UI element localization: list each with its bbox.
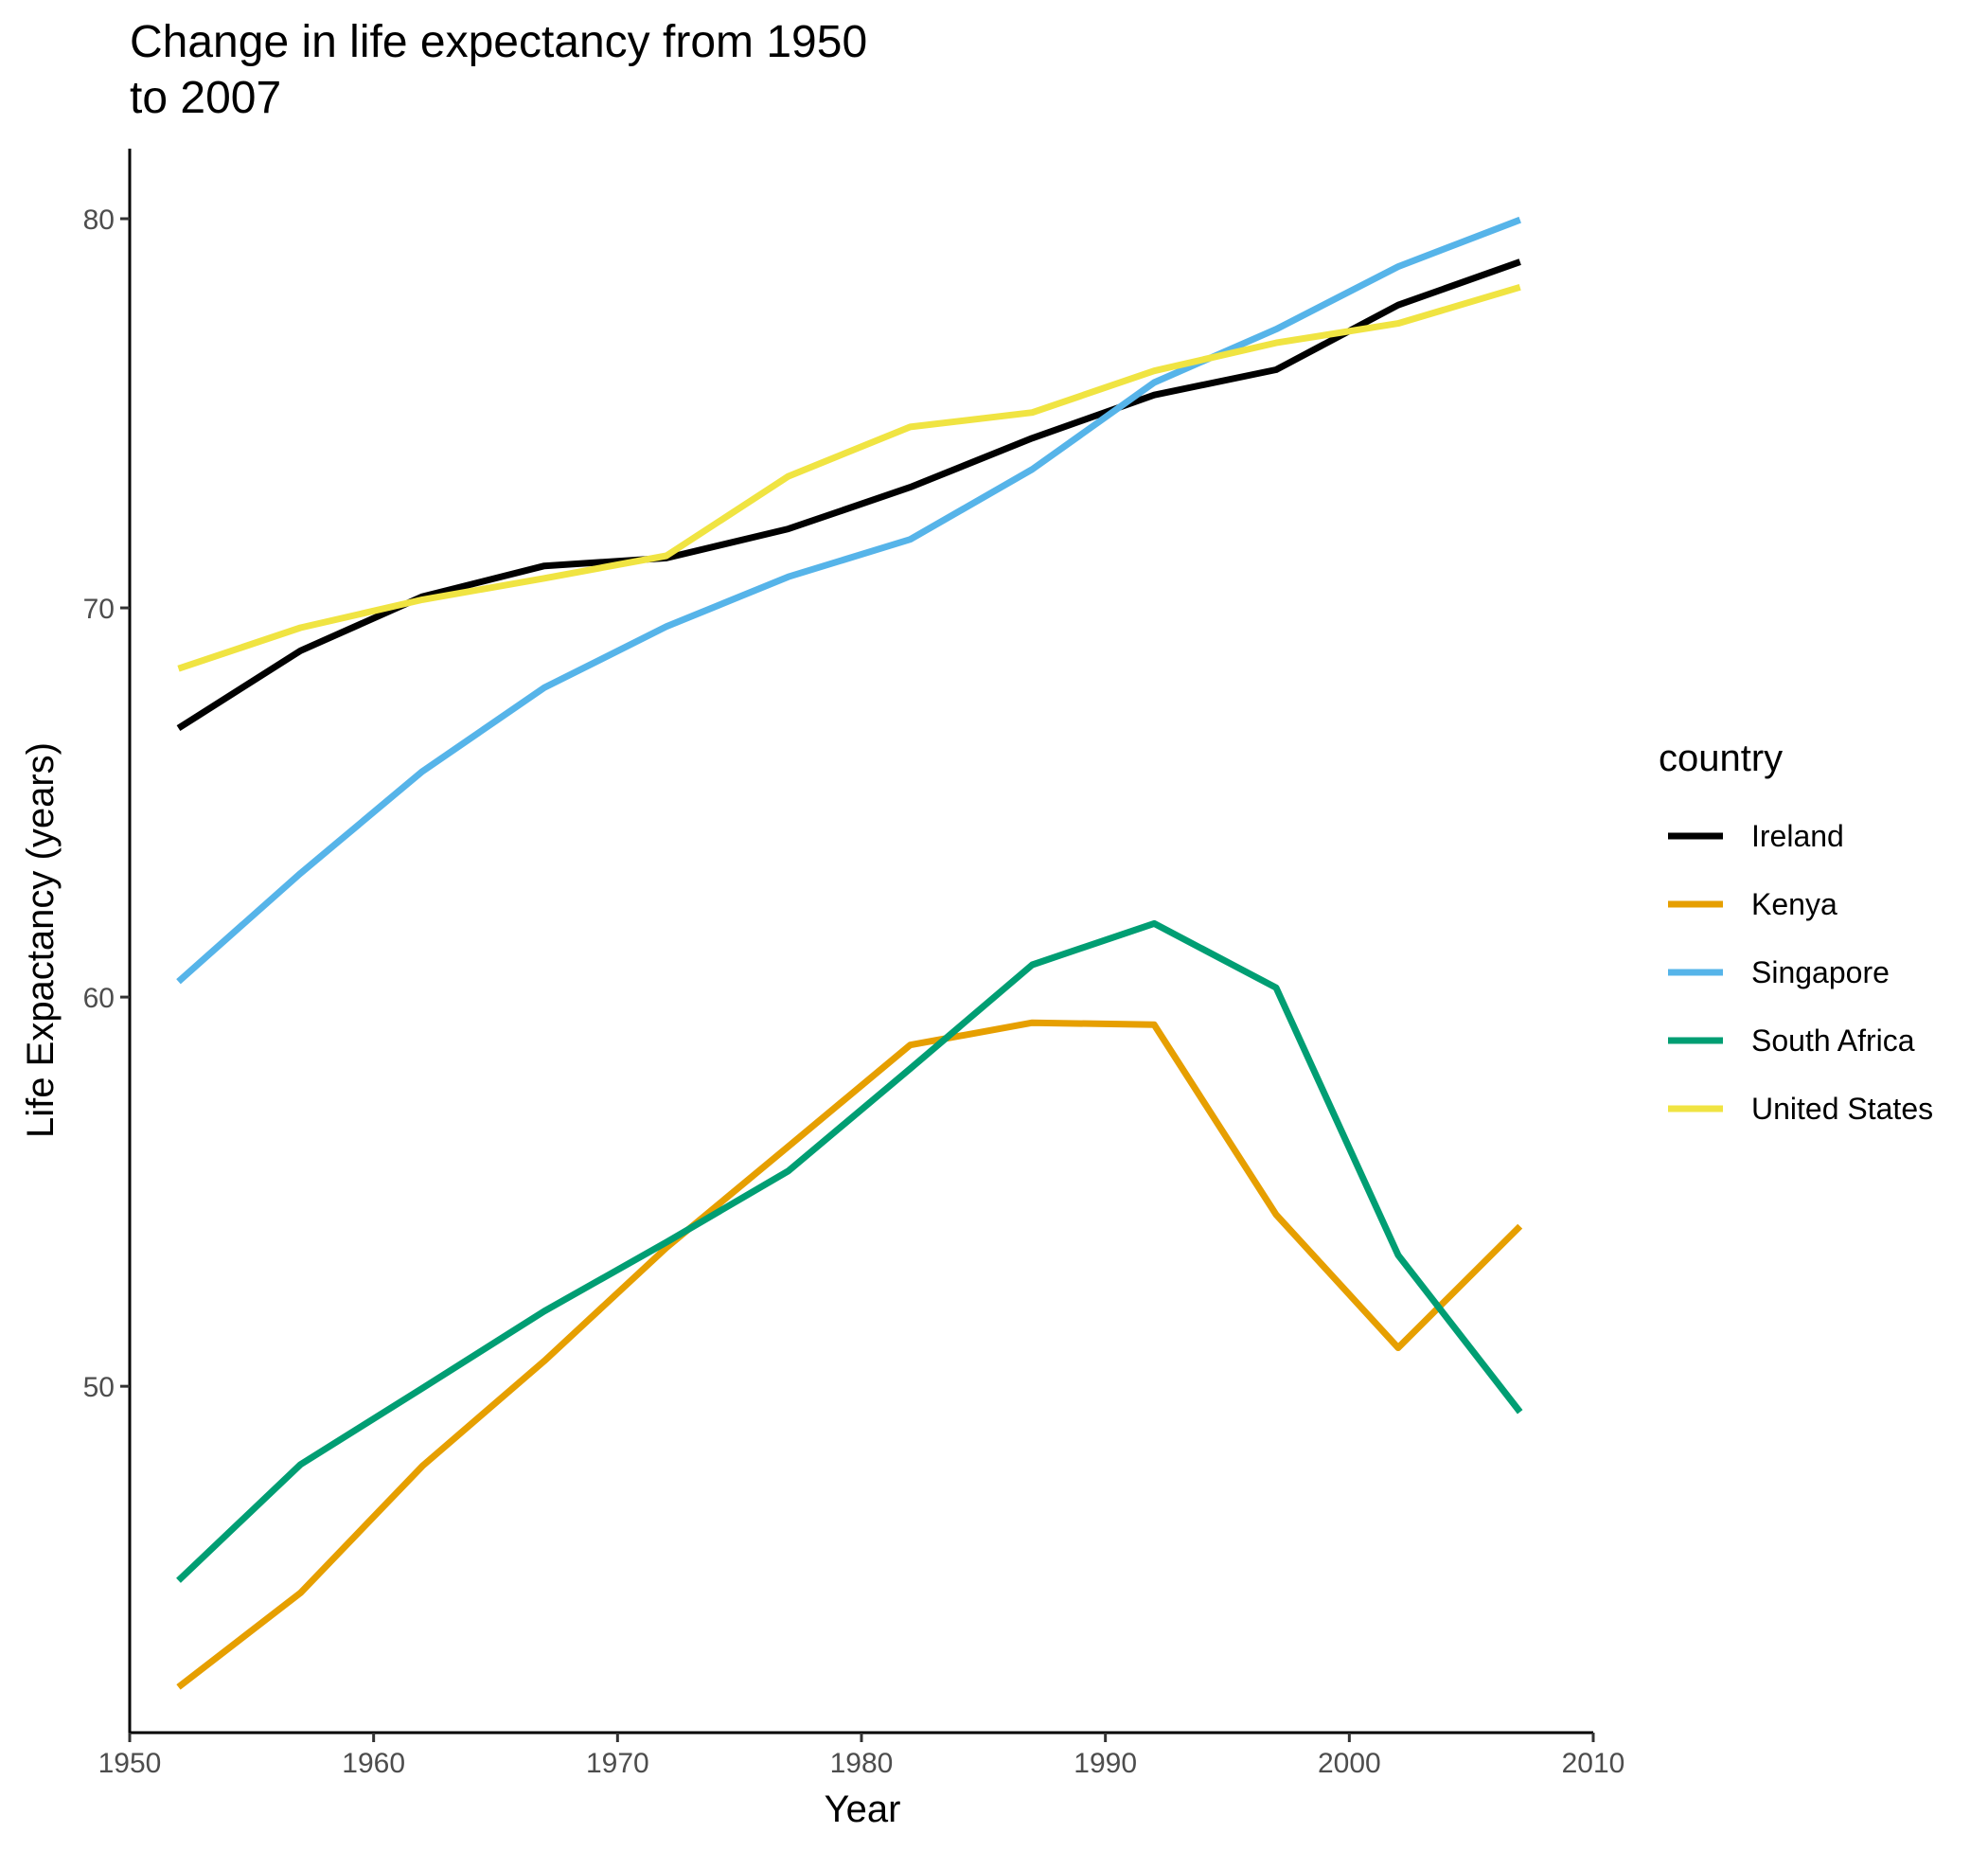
chart-title-line-2: to 2007: [130, 73, 281, 123]
series-line-ireland: [176, 258, 1521, 732]
series-line-singapore: [176, 216, 1521, 985]
x-tick-label: 2010: [1562, 1748, 1625, 1779]
legend-label-kenya: Kenya: [1751, 887, 1837, 921]
y-tick-label: 80: [83, 205, 115, 236]
y-tick-label: 50: [83, 1372, 115, 1403]
x-tick-label: 1950: [98, 1748, 162, 1779]
y-axis-title: Life Expactancy (years): [20, 742, 62, 1138]
x-tick-label: 1990: [1074, 1748, 1137, 1779]
legend-label-singapore: Singapore: [1751, 955, 1890, 989]
y-tick-label: 60: [83, 983, 115, 1014]
legend-label-united-states: United States: [1751, 1092, 1933, 1126]
y-tick-label: 70: [83, 594, 115, 625]
x-tick-label: 1960: [342, 1748, 405, 1779]
legend-label-south-africa: South Africa: [1751, 1023, 1915, 1058]
x-axis-title: Year: [825, 1789, 901, 1830]
axes: 1950 1960 1970 1980 1990 2000 2010 50 60 70 80: [83, 149, 1625, 1779]
series-line-united-states: [177, 283, 1521, 672]
legend-title: country: [1659, 738, 1783, 779]
x-tick-label: 2000: [1318, 1748, 1381, 1779]
legend-label-ireland: Ireland: [1751, 819, 1844, 853]
series-line-south-africa: [176, 919, 1523, 1583]
chart-title-line-1: Change in life expectancy from 1950: [130, 17, 867, 67]
legend: country Ireland Kenya Singapore South Afric…: [1659, 738, 1933, 1126]
chart-title-group: Change in life expectancy from 1950 to 2…: [130, 17, 867, 123]
series-lines: [176, 216, 1523, 1690]
series-line-kenya: [176, 1019, 1523, 1690]
x-tick-label: 1970: [586, 1748, 649, 1779]
x-tick-label: 1980: [830, 1748, 894, 1779]
